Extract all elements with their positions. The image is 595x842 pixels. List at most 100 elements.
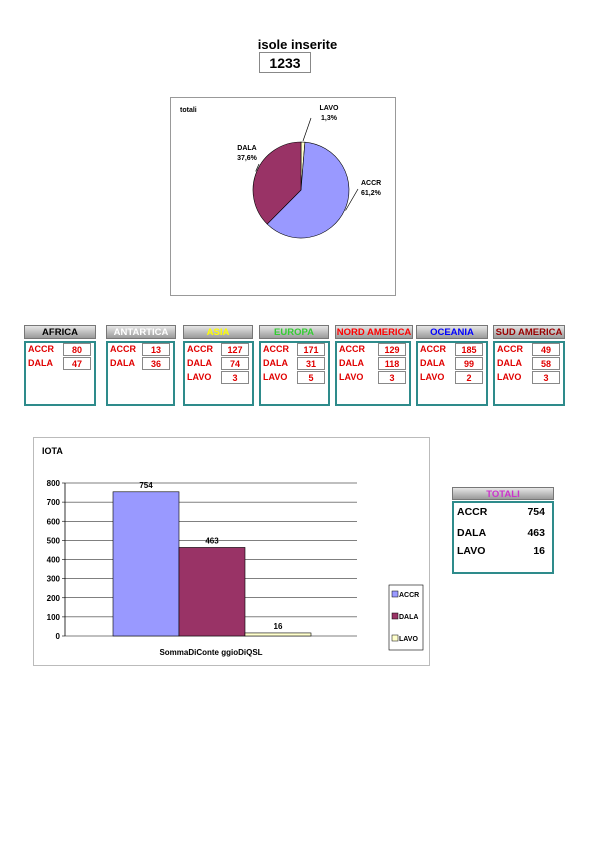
continent-table: ACCR 80 DALA 47	[24, 341, 96, 406]
continent-row: ACCR 127	[186, 343, 251, 357]
row-label: ACCR	[263, 344, 289, 354]
row-label: ACCR	[339, 344, 365, 354]
bar-data-label: 16	[274, 622, 283, 631]
totals-value: 463	[527, 527, 545, 539]
pie-percent-accr: 61,2%	[361, 190, 382, 197]
totals-row: DALA 463	[457, 527, 545, 541]
pie-leader-line	[302, 117, 312, 142]
continent-row: ACCR 49	[496, 343, 562, 357]
row-label: LAVO	[187, 372, 212, 382]
y-tick-label: 300	[47, 575, 61, 584]
pie-slice-accr	[266, 141, 350, 239]
bar-accr	[112, 491, 180, 637]
continent-header: SUD AMERICA	[493, 325, 565, 339]
legend-label: LAVO	[399, 636, 418, 643]
continent-header: EUROPA	[259, 325, 329, 339]
row-value: 31	[297, 357, 325, 370]
pie-chart: totali ACCR 61,2% DALA 37,6% LAVO 1,3%	[170, 97, 396, 296]
continent-header: AFRICA	[24, 325, 96, 339]
continent-header: NORD AMERICA	[335, 325, 413, 339]
pie-percent-dala: 37,6%	[237, 155, 258, 162]
pie-leader-line	[255, 163, 260, 172]
continent-row: ACCR 171	[262, 343, 327, 357]
row-label: ACCR	[497, 344, 523, 354]
row-label: ACCR	[110, 344, 136, 354]
row-value: 47	[63, 357, 91, 370]
row-value: 80	[63, 343, 91, 356]
legend-swatch-accr	[391, 590, 399, 598]
y-tick-label: 600	[47, 517, 61, 526]
header-title: isole inserite	[257, 37, 338, 52]
row-value: 3	[221, 371, 249, 384]
totals-table: ACCR 754 DALA 463 LAVO 16	[452, 501, 554, 574]
row-value: 185	[455, 343, 483, 356]
row-value: 2	[455, 371, 483, 384]
y-tick-label: 200	[47, 594, 61, 603]
totals-value: 754	[527, 506, 545, 518]
row-label: ACCR	[420, 344, 446, 354]
row-label: DALA	[497, 358, 522, 368]
row-label: LAVO	[339, 372, 364, 382]
continent-row: DALA 31	[262, 357, 327, 371]
pie-label-dala: DALA	[237, 145, 256, 152]
totals-row: ACCR 754	[457, 506, 545, 520]
y-tick-label: 700	[47, 498, 61, 507]
continent-table: ACCR 185 DALA 99 LAVO 2	[416, 341, 488, 406]
y-tick-label: 800	[47, 479, 61, 488]
totals-label: ACCR	[457, 506, 488, 518]
pie-chart-svg: totali ACCR 61,2% DALA 37,6% LAVO 1,3%	[180, 105, 382, 239]
totals-value: 16	[533, 545, 545, 557]
continent-header: ASIA	[183, 325, 253, 339]
legend-swatch-dala	[391, 612, 399, 620]
pie-percent-lavo: 1,3%	[321, 115, 338, 122]
continent-table: ACCR 49 DALA 58 LAVO 3	[493, 341, 565, 406]
continent-row: ACCR 13	[109, 343, 172, 357]
continent-row: DALA 118	[338, 357, 408, 371]
row-label: ACCR	[28, 344, 54, 354]
continent-table: ACCR 129 DALA 118 LAVO 3	[335, 341, 411, 406]
y-tick-label: 0	[56, 632, 61, 641]
totals-label: LAVO	[457, 545, 486, 557]
pie-title: totali	[180, 107, 197, 114]
row-value: 99	[455, 357, 483, 370]
continent-header: ANTARTICA	[106, 325, 176, 339]
continent-header: OCEANIA	[416, 325, 488, 339]
row-value: 58	[532, 357, 560, 370]
continent-row: ACCR 80	[27, 343, 93, 357]
continent-row: ACCR 185	[419, 343, 485, 357]
bar-chart: IOTA 0 100 200 300 400 500 600 700 800 754 463 16 Som…	[33, 437, 430, 666]
bar-data-label: 463	[205, 536, 219, 545]
legend-label: ACCR	[399, 592, 419, 599]
continent-row: LAVO 3	[496, 371, 562, 385]
continent-row: LAVO 3	[186, 371, 251, 385]
row-label: DALA	[187, 358, 212, 368]
y-tick-label: 500	[47, 536, 61, 545]
legend-swatch-lavo	[391, 634, 399, 642]
totals-label: DALA	[457, 527, 487, 539]
row-label: DALA	[339, 358, 364, 368]
continent-row: LAVO 2	[419, 371, 485, 385]
bar-chart-svg: IOTA 0 100 200 300 400 500 600 700 800 754 463 16 Som…	[42, 446, 424, 657]
row-value: 3	[532, 371, 560, 384]
continent-row: DALA 99	[419, 357, 485, 371]
x-axis-label: SommaDiConte ggioDiQSL	[159, 648, 262, 657]
bar-lavo	[244, 632, 312, 637]
row-value: 118	[378, 357, 406, 370]
row-value: 127	[221, 343, 249, 356]
row-value: 74	[221, 357, 249, 370]
bar-data-label: 754	[139, 481, 153, 490]
pie-slice-dala	[252, 141, 302, 225]
row-label: DALA	[263, 358, 288, 368]
y-tick-label: 100	[47, 613, 61, 622]
y-tick-label: 400	[47, 556, 61, 565]
bar-dala	[178, 547, 246, 637]
row-value: 129	[378, 343, 406, 356]
totals-header: TOTALI	[452, 487, 554, 500]
total-count-box: 1233	[259, 52, 311, 73]
continent-row: ACCR 129	[338, 343, 408, 357]
continent-row: LAVO 5	[262, 371, 327, 385]
row-value: 3	[378, 371, 406, 384]
row-label: DALA	[110, 358, 135, 368]
continent-row: DALA 47	[27, 357, 93, 371]
pie-label-accr: ACCR	[361, 180, 381, 187]
